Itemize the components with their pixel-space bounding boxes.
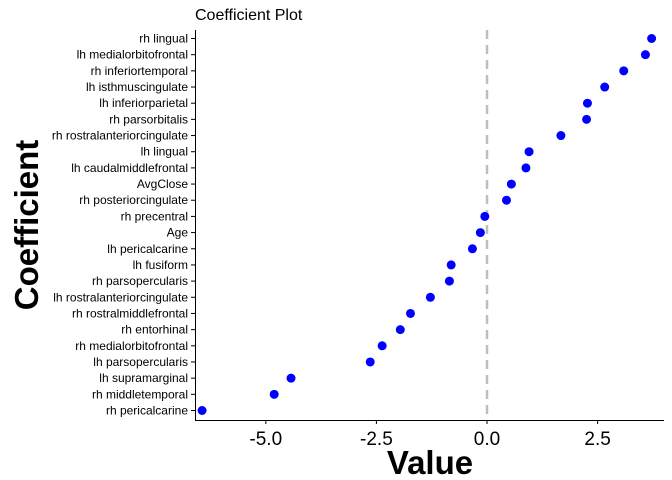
y-axis-ticks: rh lingual lh medialorbitofrontal rh infer…	[52, 32, 195, 418]
y-tick-label: rh parsorbitalis	[109, 112, 188, 126]
y-tick-label: rh pericalcarine	[106, 404, 188, 418]
data-point	[524, 147, 534, 157]
data-points	[197, 34, 657, 415]
chart-title: Coefficient Plot	[195, 7, 303, 24]
data-point	[395, 325, 405, 335]
y-tick-label: Age	[167, 226, 189, 240]
data-point	[647, 34, 657, 43]
data-point	[425, 292, 435, 302]
data-point	[582, 114, 592, 124]
y-tick-label: lh isthmuscingulate	[86, 80, 188, 94]
x-tick-label: 2.5	[584, 429, 610, 450]
y-tick-label: rh middletemporal	[92, 387, 188, 401]
data-point	[556, 131, 566, 141]
data-point	[600, 82, 610, 92]
y-tick-label: rh lingual	[139, 32, 188, 46]
data-point	[444, 276, 454, 286]
y-tick-label: lh pericalcarine	[107, 242, 188, 256]
data-point	[475, 228, 485, 238]
data-point	[377, 341, 387, 351]
y-tick-label: lh medialorbitofrontal	[77, 48, 188, 62]
x-tick-label: -5.0	[249, 429, 282, 450]
y-axis-title: Coefficient	[8, 140, 45, 311]
y-tick-label: rh entorhinal	[121, 323, 188, 337]
x-axis-title: Value	[387, 444, 473, 480]
y-tick-label: lh fusiform	[133, 258, 188, 272]
data-point	[405, 308, 415, 318]
data-point	[506, 179, 516, 189]
y-tick-label: rh precentral	[121, 209, 188, 223]
data-point	[619, 66, 629, 76]
data-point	[467, 244, 477, 254]
x-axis-ticks: -5.0 -2.5 0.0 2.5	[249, 420, 611, 450]
y-tick-label: lh parsopercularis	[93, 355, 188, 369]
y-tick-label: AvgClose	[137, 177, 188, 191]
data-point	[501, 195, 511, 205]
data-point	[640, 50, 650, 60]
x-tick-label: 0.0	[474, 429, 500, 450]
y-tick-label: lh caudalmiddlefrontal	[71, 161, 188, 175]
data-point	[269, 389, 279, 399]
y-tick-label: rh rostralanteriorcingulate	[52, 129, 188, 143]
y-tick-label: rh medialorbitofrontal	[75, 339, 188, 353]
y-tick-label: rh rostralmiddlefrontal	[72, 306, 188, 320]
y-tick-label: lh inferiorparietal	[99, 96, 188, 110]
y-tick-label: lh supramarginal	[99, 371, 188, 385]
y-tick-label: rh posteriorcingulate	[79, 193, 188, 207]
data-point	[582, 98, 592, 108]
y-tick-label: lh lingual	[141, 145, 188, 159]
data-point	[480, 211, 490, 221]
data-point	[446, 260, 456, 270]
y-tick-label: rh parsopercularis	[92, 274, 188, 288]
y-tick-label: rh inferiortemporal	[91, 64, 188, 78]
x-tick-label: -2.5	[360, 429, 393, 450]
y-tick-label: lh rostralanteriorcingulate	[53, 290, 188, 304]
data-point	[521, 163, 531, 173]
data-point	[286, 373, 296, 383]
data-point	[197, 406, 207, 415]
data-point	[365, 357, 375, 367]
